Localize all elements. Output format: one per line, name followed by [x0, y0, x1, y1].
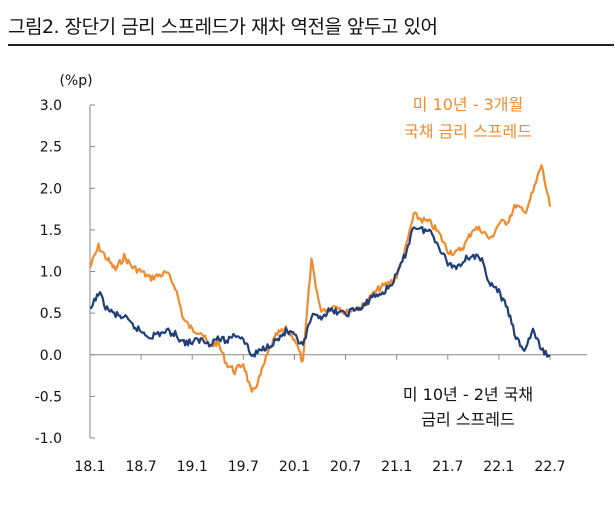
x-tick-label: 20.7	[330, 459, 361, 475]
y-unit-label: (%p)	[59, 73, 92, 89]
navy-series-label-line-1: 미 10년 - 2년 국채	[403, 385, 533, 404]
x-tick-label: 21.1	[381, 459, 412, 475]
orange-series-label-line-1: 미 10년 - 3개월	[413, 95, 523, 114]
y-tick-label: 0.0	[40, 348, 62, 364]
x-tick-label: 21.7	[432, 459, 463, 475]
y-tick-label: -0.5	[35, 389, 62, 405]
y-tick-label: 1.0	[40, 265, 62, 281]
figure-title: 그림2. 장단기 금리 스프레드가 재차 역전을 앞두고 있어	[8, 16, 438, 38]
navy-series-line	[89, 226, 551, 358]
x-tick-label: 19.1	[177, 459, 208, 475]
x-tick-label: 22.1	[483, 459, 514, 475]
y-tick-label: 2.0	[40, 181, 62, 197]
y-tick-label: 2.5	[40, 140, 62, 156]
navy-series-label-line-2: 금리 스프레드	[421, 410, 514, 429]
orange-series-line	[89, 164, 552, 393]
y-tick-label: 0.5	[40, 306, 62, 322]
x-tick-label: 19.7	[228, 459, 259, 475]
x-tick-label: 22.7	[534, 459, 565, 475]
y-tick-label: 1.5	[40, 223, 62, 239]
x-tick-label: 20.1	[279, 459, 310, 475]
x-tick-label: 18.1	[74, 459, 105, 475]
y-tick-label: -1.0	[35, 431, 62, 447]
x-tick-label: 18.7	[126, 459, 157, 475]
title-divider	[8, 44, 614, 46]
orange-series-label-line-2: 국채 금리 스프레드	[404, 122, 532, 141]
y-tick-label: 3.0	[40, 98, 62, 114]
